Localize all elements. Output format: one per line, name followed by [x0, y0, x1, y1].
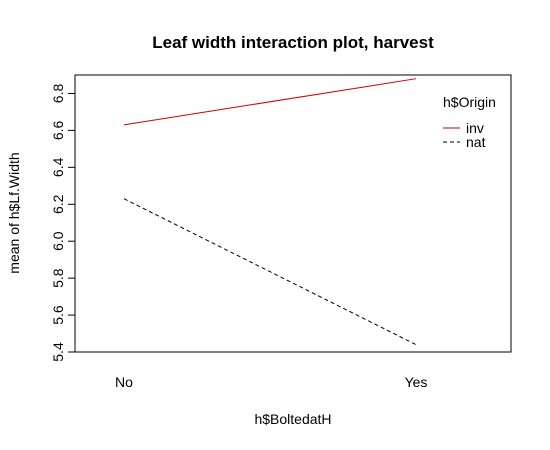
y-axis: 5.4 5.6 5.8 6.0 6.2 6.4 6.6 6.8	[50, 84, 76, 362]
y-tick-label: 6.0	[50, 231, 66, 251]
y-axis-label: mean of h$Lf.Width	[6, 152, 22, 273]
chart-title: Leaf width interaction plot, harvest	[152, 33, 434, 52]
legend-label-inv: inv	[466, 120, 484, 136]
y-tick-label: 5.8	[50, 268, 66, 288]
plot-area	[74, 74, 512, 353]
series-layer	[123, 78, 417, 346]
y-tick-label: 6.4	[50, 157, 66, 177]
y-tick-label: 6.8	[50, 84, 66, 104]
x-axis-label: h$BoltedatH	[254, 411, 331, 427]
series-line-nat	[123, 198, 417, 346]
x-axis: No Yes	[115, 374, 427, 390]
y-tick-label: 6.2	[50, 194, 66, 214]
y-tick-label: 5.4	[50, 342, 66, 362]
y-tick-label: 6.6	[50, 120, 66, 140]
legend-title: h$Origin	[443, 94, 496, 110]
x-tick-label: Yes	[405, 374, 428, 390]
legend-label-nat: nat	[466, 134, 486, 150]
series-line-inv	[123, 78, 417, 126]
x-tick-label: No	[115, 374, 133, 390]
y-tick-label: 5.6	[50, 305, 66, 325]
